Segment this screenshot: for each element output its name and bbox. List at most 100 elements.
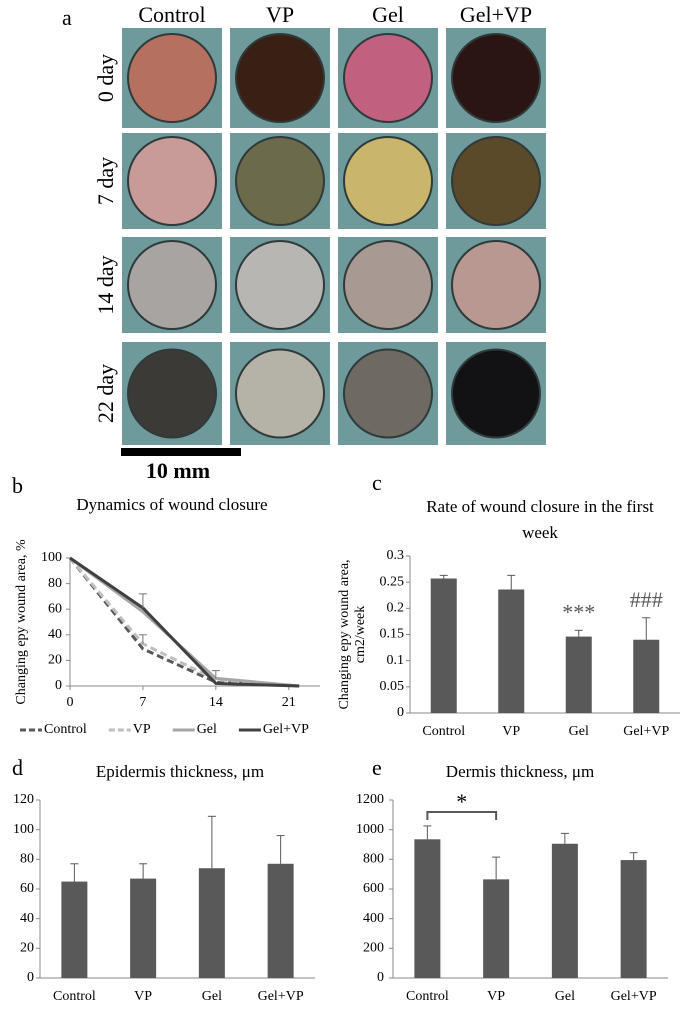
row-label: 22 day: [93, 364, 118, 423]
chart-title: week: [522, 523, 558, 542]
bar: [498, 589, 525, 713]
y-tick-label: 800: [363, 852, 384, 867]
x-tick-label: VP: [502, 724, 520, 739]
wound: [451, 348, 541, 439]
bar: [565, 636, 592, 713]
panel-letter: c: [372, 470, 382, 495]
bar: [620, 860, 647, 978]
y-tick-label: 40: [48, 627, 62, 642]
x-tick-label: 21: [282, 695, 296, 710]
series-line: [68, 557, 300, 688]
chart-title: Dermis thickness, μm: [446, 762, 594, 781]
y-tick-label: 60: [48, 601, 62, 616]
column-header: Control: [138, 2, 205, 27]
chart-title: Rate of wound closure in the first: [426, 497, 654, 516]
row-label: 14 day: [93, 255, 118, 314]
x-tick-label: VP: [134, 989, 152, 1004]
significance-bracket: [426, 810, 498, 820]
panel-letter: a: [62, 5, 72, 30]
column-header: VP: [266, 2, 294, 27]
legend-label: VP: [133, 722, 151, 737]
panel-letter: d: [12, 755, 23, 780]
y-tick-label: 100: [41, 550, 62, 565]
y-tick-label: 0: [27, 970, 34, 985]
wound: [127, 348, 217, 439]
chart-title: Dynamics of wound closure: [76, 495, 267, 514]
x-tick-label: Gel: [569, 724, 589, 739]
bar: [483, 879, 510, 978]
y-tick-label: 1000: [356, 822, 384, 837]
y-tick-label: 1200: [356, 792, 384, 807]
wound: [451, 136, 541, 226]
bar: [633, 639, 660, 713]
column-header: Gel: [372, 2, 404, 27]
wound: [127, 240, 217, 330]
legend-label: Gel+VP: [263, 722, 309, 737]
panel-letter: b: [12, 473, 23, 498]
chart-title: Epidermis thickness, μm: [96, 762, 264, 781]
wound: [343, 33, 433, 123]
wound: [235, 348, 325, 439]
y-tick-label: 120: [13, 792, 34, 807]
y-tick-label: 100: [13, 822, 34, 837]
series-line: [68, 557, 300, 688]
panel-letter: e: [372, 755, 382, 780]
series-line: [69, 556, 300, 688]
bar: [198, 868, 225, 978]
x-tick-label: Control: [422, 724, 465, 739]
y-axis-title: Changing epy wound area, %: [14, 539, 29, 705]
bar: [414, 839, 441, 978]
wound: [343, 136, 433, 226]
column-header: Gel+VP: [460, 2, 532, 27]
y-tick-label: 20: [48, 653, 62, 668]
bar: [61, 881, 88, 978]
wound: [451, 33, 541, 123]
bar: [267, 863, 294, 978]
x-tick-label: Control: [53, 989, 96, 1004]
x-tick-label: 0: [67, 695, 74, 710]
y-tick-label: 60: [20, 881, 34, 896]
x-tick-label: Gel: [555, 989, 575, 1004]
x-tick-label: Gel+VP: [258, 989, 304, 1004]
bar: [430, 578, 457, 713]
x-tick-label: Gel+VP: [611, 989, 657, 1004]
y-tick-label: 20: [20, 941, 34, 956]
series-line: [69, 556, 300, 688]
y-tick-label: 0: [397, 705, 404, 720]
y-tick-label: 0.2: [387, 601, 405, 616]
x-tick-label: 7: [139, 695, 146, 710]
x-tick-label: VP: [487, 989, 505, 1004]
row-label: 7 day: [93, 157, 118, 205]
x-tick-label: Control: [406, 989, 449, 1004]
bar: [130, 878, 157, 978]
row-label: 0 day: [93, 54, 118, 102]
wound: [451, 240, 541, 330]
legend-label: Gel: [197, 722, 217, 737]
x-tick-label: Gel+VP: [623, 724, 669, 739]
wound: [343, 348, 433, 439]
annotation: ###: [630, 587, 663, 612]
annotation: ***: [562, 599, 595, 624]
y-tick-label: 40: [20, 911, 34, 926]
y-tick-label: 0: [55, 678, 62, 693]
scale-bar: [121, 448, 241, 456]
wound: [235, 240, 325, 330]
wound: [343, 240, 433, 330]
wound: [235, 33, 325, 123]
wound: [127, 33, 217, 123]
wound: [235, 136, 325, 226]
y-tick-label: 0.15: [380, 627, 405, 642]
y-tick-label: 0.05: [380, 679, 405, 694]
y-tick-label: 80: [48, 576, 62, 591]
y-tick-label: 400: [363, 911, 384, 926]
legend-label: Control: [44, 722, 87, 737]
y-axis-title: Changing epy wound area,: [337, 559, 352, 709]
significance-label: *: [456, 789, 467, 814]
y-tick-label: 0.1: [387, 653, 405, 668]
y-tick-label: 0: [377, 970, 384, 985]
wound: [127, 136, 217, 226]
bar: [551, 843, 578, 978]
y-axis-title: cm2/week: [353, 606, 368, 664]
y-tick-label: 0.3: [387, 548, 405, 563]
